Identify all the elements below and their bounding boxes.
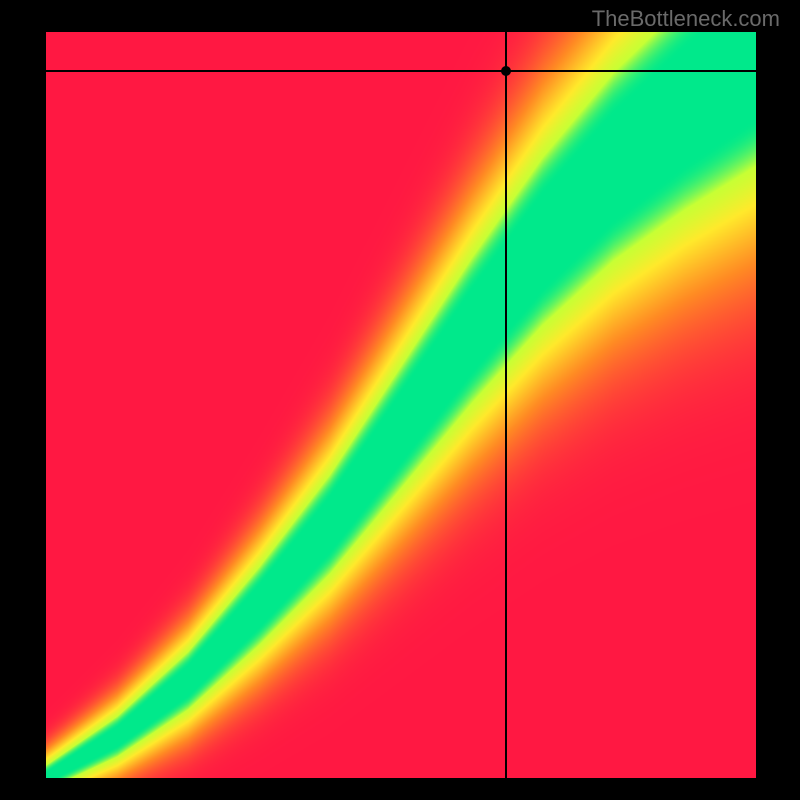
crosshair-marker [501, 66, 511, 76]
crosshair-horizontal [46, 70, 756, 72]
chart-container: TheBottleneck.com [0, 0, 800, 800]
watermark-text: TheBottleneck.com [592, 6, 780, 32]
bottleneck-heatmap [46, 32, 756, 778]
crosshair-vertical [505, 32, 507, 778]
